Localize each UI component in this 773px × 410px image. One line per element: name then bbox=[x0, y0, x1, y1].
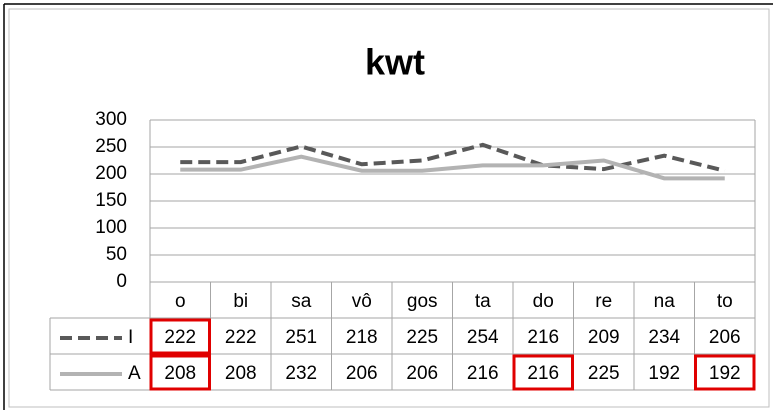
legend-label: A bbox=[128, 363, 141, 384]
category-label: gos bbox=[407, 291, 438, 312]
table-value: 225 bbox=[406, 327, 438, 348]
category-label: re bbox=[595, 291, 612, 312]
table-value: 192 bbox=[709, 363, 741, 384]
category-label: o bbox=[175, 291, 186, 312]
highlight-box bbox=[694, 354, 756, 391]
y-tick-label: 200 bbox=[95, 163, 127, 184]
category-label: bi bbox=[233, 291, 248, 312]
y-tick-label: 0 bbox=[116, 271, 127, 292]
highlight-box bbox=[149, 318, 211, 355]
table-value: 192 bbox=[648, 363, 680, 384]
table-value: 216 bbox=[527, 327, 559, 348]
table-value: 222 bbox=[164, 327, 196, 348]
y-tick-label: 250 bbox=[95, 136, 127, 157]
y-tick-label: 100 bbox=[95, 217, 127, 238]
table-value: 206 bbox=[346, 363, 378, 384]
table-value: 216 bbox=[467, 363, 499, 384]
category-label: ta bbox=[475, 291, 491, 312]
y-tick-label: 50 bbox=[106, 244, 127, 265]
category-label: to bbox=[717, 291, 733, 312]
highlight-box bbox=[149, 354, 211, 391]
table-value: 232 bbox=[285, 363, 317, 384]
series-line bbox=[180, 142, 726, 173]
category-label: sa bbox=[291, 291, 312, 312]
highlight-box bbox=[512, 354, 574, 391]
table-value: 208 bbox=[225, 363, 257, 384]
category-label: vô bbox=[352, 291, 372, 312]
y-tick-label: 300 bbox=[95, 109, 127, 130]
table-value: 218 bbox=[346, 327, 378, 348]
chart-border bbox=[8, 8, 770, 408]
table-value: 234 bbox=[648, 327, 680, 348]
table-value: 209 bbox=[588, 327, 620, 348]
table-value: 254 bbox=[467, 327, 499, 348]
y-tick-label: 150 bbox=[95, 190, 127, 211]
table-value: 222 bbox=[225, 327, 257, 348]
table-value: 251 bbox=[285, 327, 317, 348]
legend-label: I bbox=[128, 327, 133, 348]
table-value: 208 bbox=[164, 363, 196, 384]
series-line bbox=[180, 154, 725, 181]
category-label: do bbox=[533, 291, 554, 312]
table-value: 216 bbox=[527, 363, 559, 384]
chart-title: kwt bbox=[365, 42, 425, 83]
table-value: 225 bbox=[588, 363, 620, 384]
category-label: na bbox=[654, 291, 676, 312]
table-value: 206 bbox=[406, 363, 438, 384]
table-value: 206 bbox=[709, 327, 741, 348]
